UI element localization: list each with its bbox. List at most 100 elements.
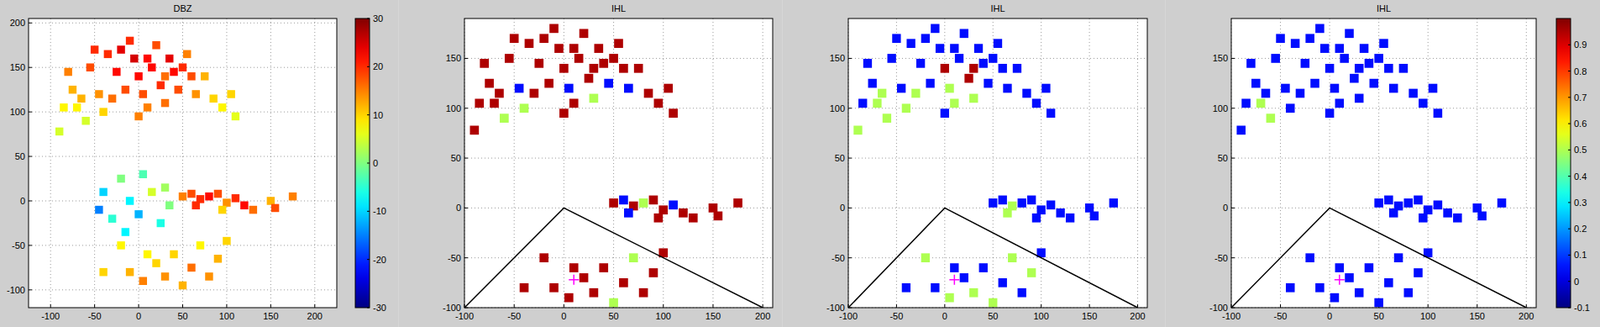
colorbar-label: 0.5	[1573, 144, 1587, 155]
echo-cell	[949, 98, 959, 108]
echo-cell	[147, 62, 156, 72]
echo-cell	[1354, 288, 1364, 298]
echo-cell	[288, 192, 297, 201]
grid-line	[1137, 18, 1139, 308]
grid-line	[896, 18, 898, 308]
grid-line	[94, 18, 95, 308]
grid-line	[28, 288, 337, 290]
echo-cell	[108, 94, 116, 103]
echo-cell	[161, 272, 169, 281]
echo-cell	[940, 63, 950, 74]
echo-cell	[993, 38, 1002, 48]
echo-cell	[668, 108, 678, 118]
tick	[1231, 57, 1235, 59]
tick-label: 150	[829, 52, 845, 63]
echo-cell	[559, 108, 569, 118]
tick-label: -50	[507, 310, 521, 321]
panel-background	[398, 0, 782, 327]
echo-cell	[930, 24, 940, 34]
tick-label: 150	[705, 310, 721, 321]
tick-label: 50	[451, 152, 462, 163]
echo-cell	[624, 208, 634, 218]
echo-cell	[209, 94, 217, 103]
colorbar-label: 0.3	[1573, 197, 1587, 208]
echo-cell	[639, 198, 649, 208]
echo-cell	[1433, 108, 1443, 118]
tick-label: 100	[445, 103, 462, 114]
echo-cell	[634, 63, 644, 74]
echo-cell	[1389, 208, 1399, 218]
grid-line	[464, 257, 773, 258]
echo-cell	[94, 205, 103, 215]
echo-cell	[983, 78, 992, 89]
echo-cell	[569, 98, 579, 108]
echo-cell	[1280, 83, 1291, 94]
cross-marker	[568, 274, 579, 285]
echo-cell	[1335, 262, 1345, 273]
echo-cell	[178, 281, 187, 290]
echo-cell	[1384, 63, 1394, 74]
echo-cell	[988, 198, 997, 208]
echo-cell	[688, 213, 698, 223]
cross-marker	[949, 274, 960, 285]
echo-cell	[1354, 63, 1364, 74]
echo-cell	[1055, 208, 1065, 218]
echo-cell	[99, 107, 107, 116]
echo-cell	[509, 33, 520, 43]
echo-cell	[196, 241, 205, 250]
echo-cell	[1374, 298, 1384, 308]
tick-label: 0	[136, 310, 142, 321]
title: DBZ	[173, 3, 193, 14]
echo-cell	[1065, 213, 1075, 223]
echo-cell	[549, 283, 559, 293]
plot-frame	[848, 18, 1148, 308]
tick-label: 50	[608, 310, 619, 321]
echo-cell	[624, 83, 634, 94]
echo-cell	[134, 72, 142, 81]
tick-label: 200	[10, 17, 26, 28]
tick-label: -50	[1214, 252, 1228, 263]
echo-cell	[214, 189, 222, 199]
echo-cell	[1404, 198, 1414, 208]
echo-cell	[1369, 78, 1380, 89]
echo-cell	[589, 288, 599, 298]
echo-cell	[644, 89, 654, 99]
colorbar-label: 0.6	[1573, 118, 1587, 129]
echo-cell	[1497, 198, 1507, 208]
echo-cell	[134, 112, 142, 121]
echo-cell	[619, 195, 629, 205]
echo-cell	[90, 45, 99, 54]
tick	[138, 304, 140, 308]
tick-label: 200	[1518, 310, 1534, 321]
echo-cell	[200, 72, 209, 81]
tick	[182, 304, 184, 308]
echo-cell	[1335, 43, 1345, 53]
echo-cell	[157, 81, 165, 90]
plot-area	[848, 18, 1148, 308]
echo-cell	[204, 192, 213, 201]
echo-cell	[1315, 24, 1325, 34]
sector-line	[464, 207, 763, 308]
echo-cell	[944, 83, 954, 94]
colorbar-tick	[1568, 70, 1571, 72]
colorbar-label: 0	[372, 157, 378, 168]
grid-line	[563, 18, 565, 308]
tick-label: 0	[561, 310, 567, 321]
echo-cell	[116, 45, 125, 54]
echo-cell	[1246, 58, 1256, 69]
grid-line	[1526, 18, 1527, 308]
tick-label: 0	[839, 202, 845, 213]
echo-cell	[1109, 198, 1118, 208]
echo-cell	[887, 53, 897, 63]
tick	[514, 304, 515, 308]
tick-label: 100	[10, 106, 26, 117]
echo-cell	[192, 89, 200, 99]
echo-cell	[152, 258, 160, 268]
echo-cell	[1290, 38, 1301, 48]
echo-cell	[1330, 293, 1340, 303]
colorbar-tick	[367, 18, 370, 20]
colorbar-label: -30	[372, 302, 387, 313]
tick	[28, 244, 32, 246]
tick	[50, 304, 52, 308]
echo-cell	[629, 252, 639, 263]
